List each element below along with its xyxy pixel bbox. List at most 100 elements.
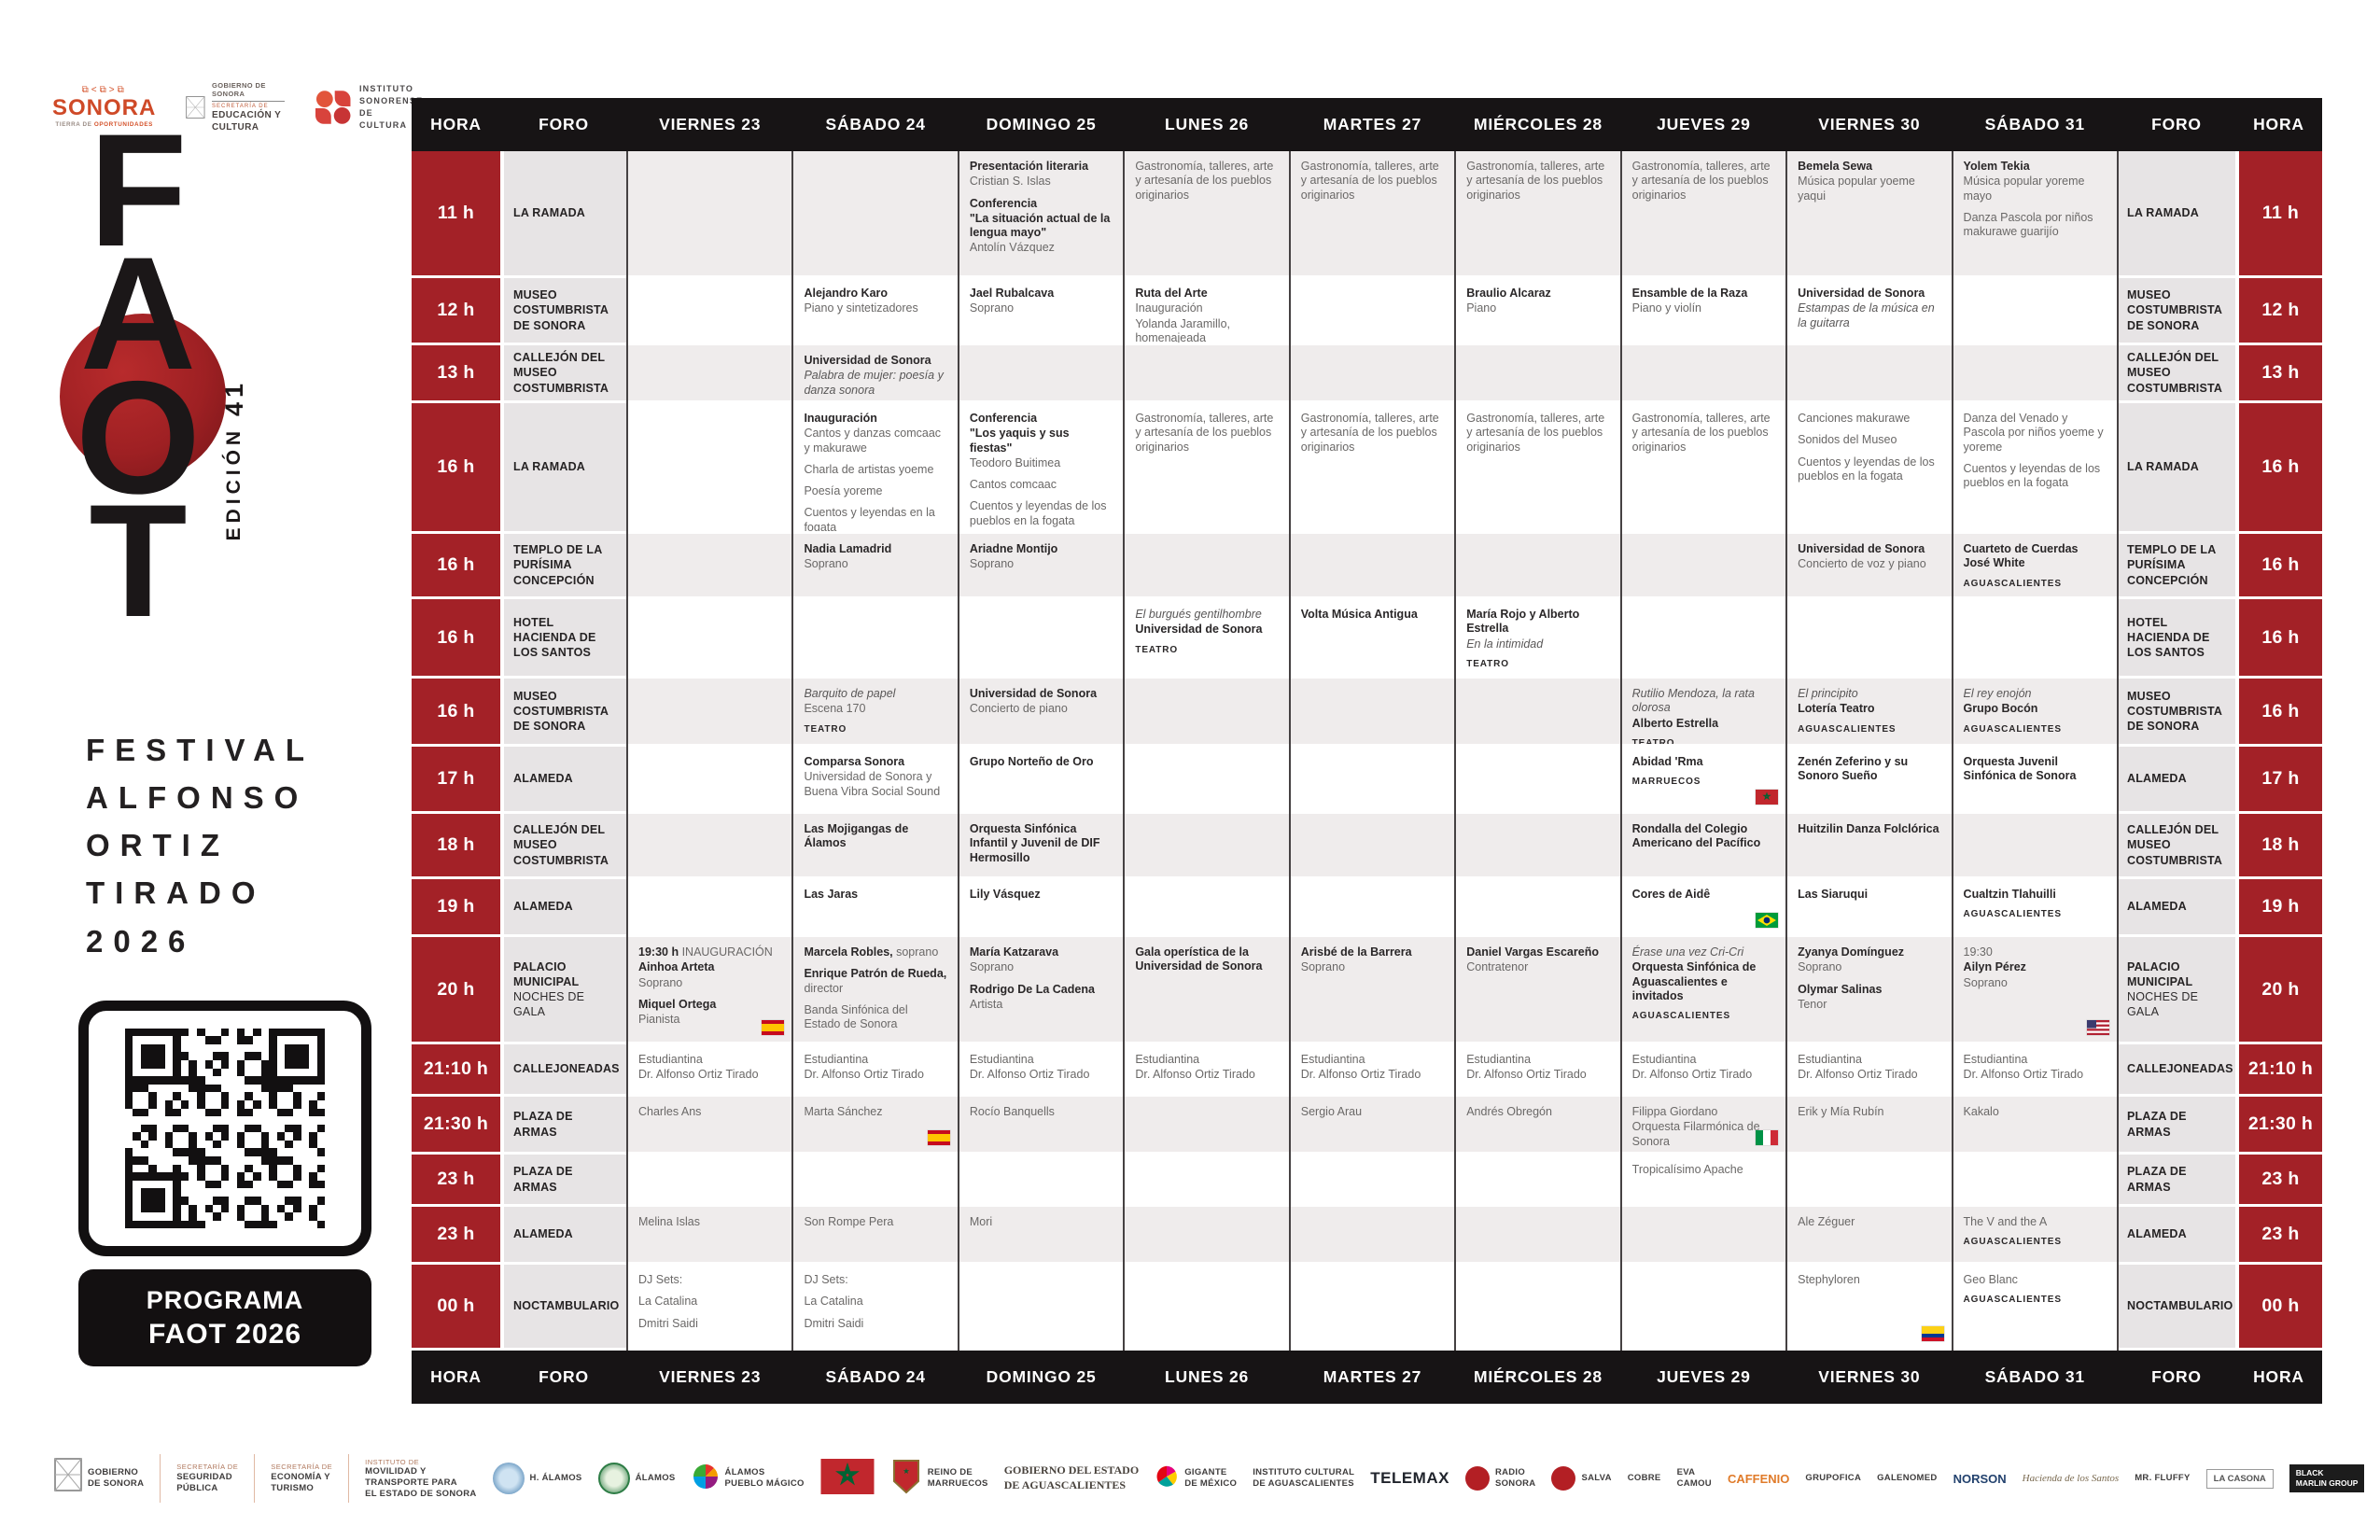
schedule-cell (1124, 345, 1290, 403)
event-text: Estudiantina (1798, 1053, 1862, 1066)
event-text: Estudiantina (638, 1053, 703, 1066)
event-text: Huitzilin Danza Folclórica (1798, 822, 1939, 835)
footer-logo: EVA CAMOU (1677, 1467, 1712, 1490)
schedule-cell: Ruta del Arte Inauguración Yolanda Jaramil… (1124, 278, 1290, 345)
event-text: Orquesta Sinfónica de Aguascalientes e i… (1631, 960, 1757, 1002)
foro-cell: CALLEJÓN DEL MUSEO COSTUMBRISTA (2117, 345, 2235, 403)
event-text: Soprano (638, 975, 683, 989)
footer-logo-text: COBRE (1627, 1473, 1661, 1484)
hora-cell: 16 h (2234, 403, 2322, 534)
hora-cell: 16 h (2234, 599, 2322, 679)
table-footer-row: HORA FORO VIERNES 23 SÁBADO 24 DOMINGO 25 LUN… (412, 1351, 2322, 1404)
event-text: Universidad de Sonora y Buena Vibra Soci… (804, 770, 941, 798)
schedule-cell: Volta Música Antigua (1289, 599, 1456, 679)
hora-cell: 16 h (2234, 679, 2322, 747)
schedule-cell (792, 599, 959, 679)
schedule-row: 11 h LA RAMADA Presentación literaria Crist… (412, 151, 2322, 278)
event-text: Cuentos y leyendas de los pueblos en la … (969, 499, 1107, 527)
footer-logo (820, 1458, 875, 1499)
schedule-cell (958, 1265, 1125, 1351)
foro-name: MUSEO COSTUMBRISTA DE SONORA (513, 288, 609, 332)
schedule-cell: Charles Ans (627, 1097, 793, 1155)
flag-co-icon (1921, 1326, 1944, 1341)
event-text: Estudiantina (1466, 1053, 1532, 1066)
column-header: JUEVES 29 (1657, 1367, 1751, 1386)
schedule-cell: Daniel Vargas Escareño Contratenor (1455, 937, 1621, 1044)
event-text: Estampas de la música en la guitarra (1798, 301, 1935, 329)
event-text: Canciones makurawe (1798, 412, 1911, 425)
schedule-cell (1620, 534, 1787, 599)
schedule-cell (627, 534, 793, 599)
schedule-cell (1620, 345, 1787, 403)
event-text: Dr. Alfonso Ortiz Tirado (1466, 1068, 1587, 1082)
foro-name: MUSEO COSTUMBRISTA DE SONORA (2126, 689, 2222, 734)
foro-name: PLAZA DE ARMAS (513, 1165, 573, 1194)
schedule-cell: Rondalla del Colegio Americano del Pacíf… (1620, 814, 1787, 879)
column-header: MARTES 27 (1323, 1367, 1422, 1386)
event-text: Escena 170 (804, 702, 866, 716)
faot-red-sphere-icon (60, 314, 226, 480)
event-text: Alejandro Karo (804, 287, 889, 300)
event-text: Estudiantina (804, 1053, 869, 1066)
footer-logo-text: BLACK MARLIN GROUP (2289, 1463, 2365, 1493)
footer-logo-text: SECRETARÍA DE SEGURIDAD PÚBLICA (176, 1463, 239, 1493)
footer-logo: ÁLAMOS PUEBLO MÁGICO (692, 1463, 805, 1495)
event-text: Música popular yoeme yaqui (1798, 175, 1915, 203)
foro-name: ALAMEDA (2126, 772, 2187, 786)
schedule-cell: Melina Islas (627, 1207, 793, 1265)
flag-us-icon (2086, 1020, 2109, 1035)
column-header: MIÉRCOLES 28 (1473, 1367, 1603, 1386)
schedule-cell (627, 1155, 793, 1207)
event-text: Sonidos del Museo (1798, 433, 1897, 447)
edition-label: EDICIÓN 41 (220, 379, 248, 541)
foro-cell: TEMPLO DE LA PURÍSIMA CONCEPCIÓN (500, 534, 627, 599)
footer-logo-text: GRUPOFICA (1805, 1473, 1862, 1484)
event-text: Cuentos y leyendas en la fogata (804, 506, 935, 534)
event-text: Filippa Giordano (1631, 1105, 1718, 1118)
event-text: Rondalla del Colegio Americano del Pacíf… (1631, 822, 1761, 850)
festival-title-line: ALFONSO (86, 780, 309, 816)
hora-cell: 11 h (412, 151, 500, 278)
footer-logo-text: TELEMAX (1370, 1469, 1449, 1487)
foro-cell: PALACIO MUNICIPAL NOCHES DE GALA (2117, 937, 2235, 1044)
event-text: Miquel Ortega (638, 997, 717, 1011)
column-divider (1785, 151, 1788, 1351)
schedule-cell (1620, 599, 1787, 679)
hora-cell: 19 h (412, 879, 500, 937)
schedule-row: 16 h HOTEL HACIENDA DE LOS SANTOS El burgu… (412, 599, 2322, 679)
hora-cell: 16 h (412, 403, 500, 534)
divider (348, 1454, 350, 1503)
hora-cell: 16 h (2234, 534, 2322, 599)
schedule-cell: 19:30 h INAUGURACIÓN Ainhoa Arteta Soprano… (627, 937, 793, 1044)
pin2-icon (1155, 1464, 1179, 1493)
event-text: Soprano (1963, 975, 2008, 989)
schedule-cell: Universidad de Sonora Concierto de piano (958, 679, 1125, 747)
foro-name: ALAMEDA (513, 1227, 573, 1241)
footer-logo: SECRETARÍA DE SEGURIDAD PÚBLICA (176, 1463, 238, 1493)
hora-cell: 21:30 h (412, 1097, 500, 1155)
event-text: Zyanya Domínguez (1798, 945, 1905, 959)
foro-name: PALACIO MUNICIPAL (513, 959, 580, 988)
footer-logo: INSTITUTO DE MOVILIDAD Y TRANSPORTE PARA EL… (365, 1458, 476, 1500)
event-text: La Catalina (804, 1295, 863, 1309)
event-text: Conferencia (969, 196, 1038, 210)
festival-title-line: TIRADO (86, 875, 266, 911)
event-text: María Katzarava (969, 945, 1059, 959)
faot-letter: O (76, 347, 201, 527)
schedule-cell (1455, 814, 1621, 879)
schedule-cell (627, 278, 793, 345)
footer-logo-text: CAFFENIO (1727, 1471, 1790, 1486)
sonora-pattern-icon: ⧉<⧉>⧉ (81, 85, 127, 96)
footer-logo: SECRETARÍA DE ECONOMÍA Y TURISMO (271, 1463, 332, 1493)
schedule-cell: Gastronomía, talleres, arte y artesanía … (1124, 151, 1290, 278)
foro-name: TEMPLO DE LA PURÍSIMA CONCEPCIÓN (513, 543, 602, 587)
schedule-cell (627, 403, 793, 534)
event-text: Olymar Salinas (1798, 982, 1883, 996)
schedule-cell: Érase una vez Cri-Cri Orquesta Sinfónica … (1620, 937, 1787, 1044)
festival-title-line: FESTIVAL (86, 733, 315, 767)
foro-name: LA RAMADA (2126, 460, 2200, 474)
isc-line2: SONORENSE (358, 95, 424, 105)
hora-cell: 16 h (412, 599, 500, 679)
educacion-line1: GOBIERNO DE SONORA (212, 81, 285, 102)
event-text: Universidad de Sonora (969, 687, 1098, 700)
